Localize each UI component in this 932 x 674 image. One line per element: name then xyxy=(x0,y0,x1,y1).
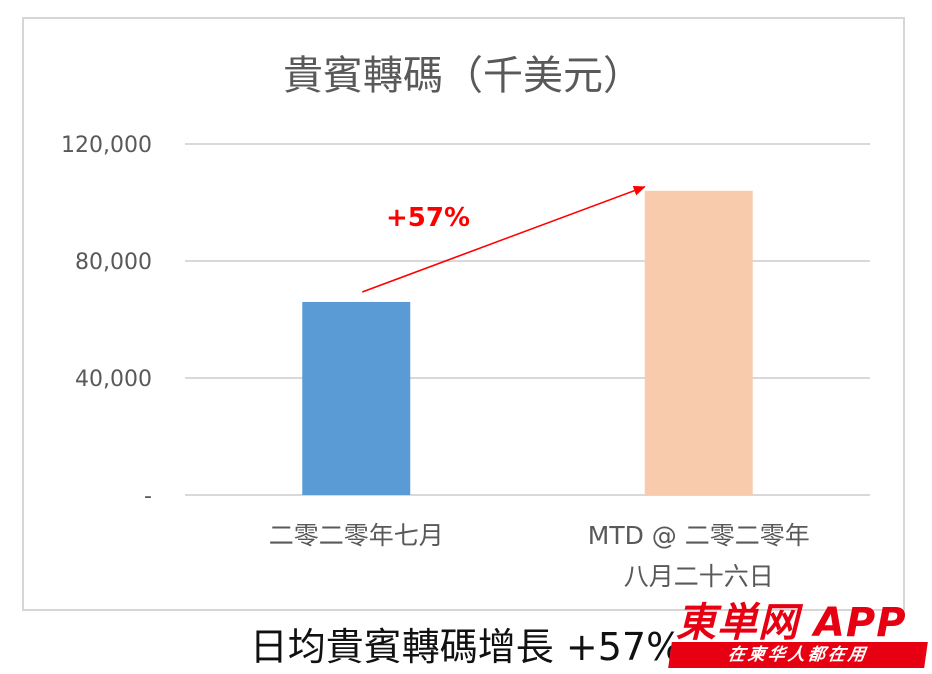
x-tick-label: 二零二零年七月 xyxy=(269,521,444,550)
bar xyxy=(644,190,753,496)
y-tick-label: 120,000 xyxy=(61,133,152,158)
bar xyxy=(302,301,411,495)
chart-caption: 日均貴賓轉碼增長 +57% xyxy=(249,625,683,669)
y-tick-label: 40,000 xyxy=(75,367,152,392)
y-tick-label: - xyxy=(144,484,152,509)
chart-frame: 貴賓轉碼（千美元） - 40,000 80,000 120,000 二零二零年七月 MTD … xyxy=(22,17,905,611)
watermark-logo: 東単网 APP 在柬华人都在用 xyxy=(668,590,930,672)
x-tick-label: 八月二十六日 xyxy=(624,562,774,591)
growth-annotation: +57% xyxy=(386,203,470,233)
watermark-main-text: 東単网 APP xyxy=(676,600,907,646)
y-tick-label: 80,000 xyxy=(75,250,152,275)
growth-arrow xyxy=(361,185,646,293)
bar-chart: 貴賓轉碼（千美元） - 40,000 80,000 120,000 二零二零年七月 MTD … xyxy=(61,53,870,591)
x-tick-label: MTD @ 二零二零年 xyxy=(588,521,810,550)
chart-title: 貴賓轉碼（千美元） xyxy=(283,53,643,99)
watermark-tagline: 在柬华人都在用 xyxy=(668,642,928,668)
